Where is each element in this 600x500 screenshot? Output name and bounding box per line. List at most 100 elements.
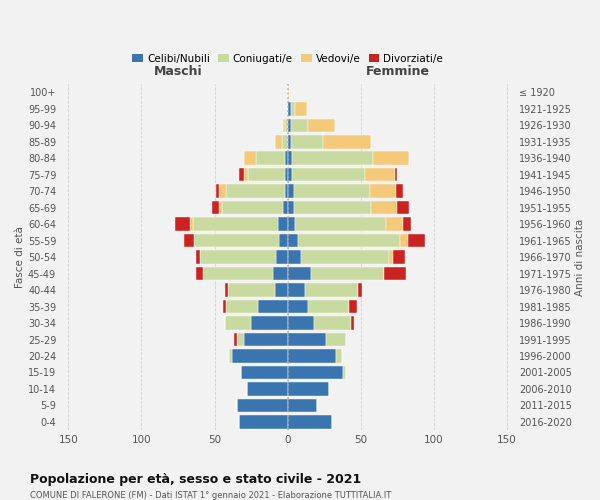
Text: Popolazione per età, sesso e stato civile - 2021: Popolazione per età, sesso e stato civil… — [30, 472, 361, 486]
Bar — [216, 184, 219, 198]
Bar — [233, 332, 236, 346]
Bar — [371, 201, 397, 214]
Bar — [285, 152, 288, 165]
Bar — [244, 168, 248, 181]
Bar — [290, 102, 295, 116]
Bar — [196, 267, 203, 280]
Bar — [288, 284, 305, 297]
Bar — [373, 152, 409, 165]
Bar — [290, 135, 323, 148]
Bar — [222, 201, 283, 214]
Bar — [273, 267, 288, 280]
Bar — [232, 349, 288, 362]
Bar — [386, 218, 403, 231]
Bar — [308, 118, 335, 132]
Bar — [236, 398, 288, 412]
Bar — [397, 201, 409, 214]
Bar — [219, 201, 222, 214]
Bar — [308, 300, 349, 314]
Bar — [229, 349, 232, 362]
Bar — [247, 382, 288, 396]
Bar — [282, 135, 288, 148]
Bar — [223, 300, 226, 314]
Bar — [275, 284, 288, 297]
Bar — [285, 184, 288, 198]
Bar — [365, 168, 395, 181]
Bar — [194, 234, 279, 247]
Bar — [285, 168, 288, 181]
Bar — [288, 316, 314, 330]
Bar — [212, 201, 219, 214]
Bar — [288, 234, 298, 247]
Bar — [288, 118, 290, 132]
Bar — [200, 250, 276, 264]
Bar — [314, 316, 350, 330]
Bar — [193, 218, 278, 231]
Bar — [259, 300, 288, 314]
Bar — [288, 382, 329, 396]
Bar — [292, 152, 373, 165]
Bar — [389, 250, 393, 264]
Bar — [288, 218, 295, 231]
Bar — [292, 168, 365, 181]
Bar — [396, 184, 403, 198]
Text: Maschi: Maschi — [154, 66, 202, 78]
Bar — [288, 267, 311, 280]
Bar — [323, 135, 371, 148]
Bar — [190, 218, 193, 231]
Bar — [305, 284, 358, 297]
Bar — [248, 168, 285, 181]
Bar — [403, 218, 410, 231]
Text: Femmine: Femmine — [365, 66, 430, 78]
Bar — [384, 267, 406, 280]
Bar — [288, 300, 308, 314]
Bar — [226, 300, 259, 314]
Bar — [288, 349, 336, 362]
Bar — [239, 415, 288, 428]
Bar — [279, 234, 288, 247]
Bar — [288, 201, 293, 214]
Bar — [275, 135, 282, 148]
Bar — [236, 332, 244, 346]
Bar — [276, 250, 288, 264]
Y-axis label: Fasce di età: Fasce di età — [15, 226, 25, 288]
Bar — [288, 86, 289, 99]
Bar — [393, 250, 405, 264]
Bar — [370, 184, 396, 198]
Bar — [184, 234, 194, 247]
Bar — [288, 415, 332, 428]
Bar — [175, 218, 190, 231]
Bar — [311, 267, 384, 280]
Bar — [288, 250, 301, 264]
Bar — [343, 366, 346, 379]
Bar — [400, 234, 408, 247]
Bar — [295, 218, 386, 231]
Bar — [283, 201, 288, 214]
Bar — [290, 118, 308, 132]
Bar — [228, 284, 275, 297]
Bar — [301, 250, 389, 264]
Bar — [350, 316, 353, 330]
Bar — [285, 118, 288, 132]
Text: COMUNE DI FALERONE (FM) - Dati ISTAT 1° gennaio 2021 - Elaborazione TUTTITALIA.I: COMUNE DI FALERONE (FM) - Dati ISTAT 1° … — [30, 491, 391, 500]
Bar — [251, 316, 288, 330]
Bar — [288, 168, 292, 181]
Bar — [225, 316, 251, 330]
Bar — [336, 349, 342, 362]
Bar — [225, 284, 228, 297]
Bar — [395, 168, 397, 181]
Bar — [288, 184, 293, 198]
Bar — [283, 118, 285, 132]
Bar — [203, 267, 273, 280]
Bar — [408, 234, 425, 247]
Legend: Celibi/Nubili, Coniugati/e, Vedovi/e, Divorziati/e: Celibi/Nubili, Coniugati/e, Vedovi/e, Di… — [128, 50, 447, 68]
Bar — [241, 366, 288, 379]
Bar — [326, 332, 346, 346]
Bar — [239, 168, 244, 181]
Bar — [349, 300, 356, 314]
Bar — [298, 234, 400, 247]
Bar — [288, 152, 292, 165]
Bar — [288, 102, 290, 116]
Bar — [244, 332, 288, 346]
Y-axis label: Anni di nascita: Anni di nascita — [575, 218, 585, 296]
